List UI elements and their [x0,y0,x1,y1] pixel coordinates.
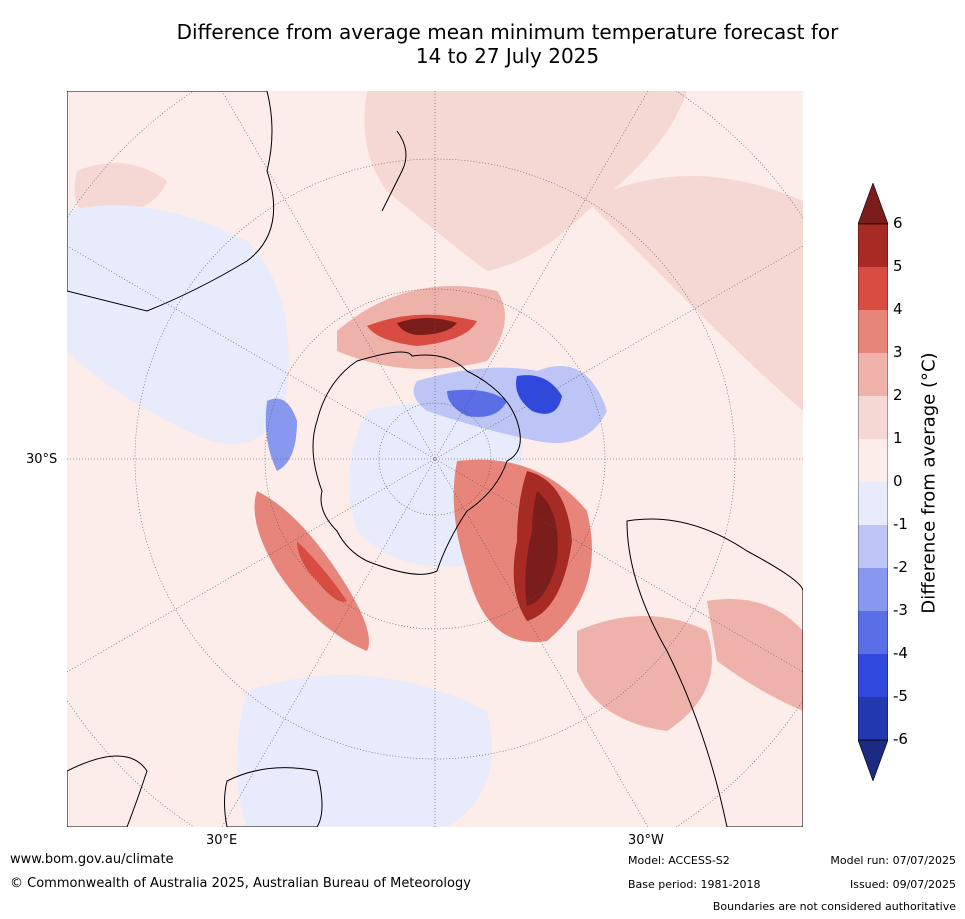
colorbar-tick-label: -4 [893,644,908,662]
australia-coastline [67,91,275,312]
anomaly-warm-southwest-core [297,541,347,602]
south-america-coastline [626,518,803,827]
colorbar-tick-label: -1 [893,515,908,533]
colorbar-segment [858,224,888,267]
colorbar-segment [858,568,888,611]
colorbar-segment [858,310,888,353]
colorbar-segment [858,353,888,396]
anomaly-cold-west [265,398,297,471]
africa-coastline [67,755,148,827]
colorbar-segment [858,396,888,439]
madagascar-coastline [224,767,323,827]
colorbar-segment [858,654,888,697]
antarctica-coastline [312,351,521,575]
footer-model: Model: ACCESS-S2 [628,854,730,867]
colorbar-tick-label: 1 [893,429,903,447]
colorbar-tick-label: 2 [893,386,903,404]
colorbar-extend-min [858,739,888,781]
anomaly-cold-east-core2 [516,375,562,414]
colorbar-tick-label: -3 [893,601,908,619]
map-title: Difference from average mean minimum tem… [0,20,965,68]
footer-base-period: Base period: 1981-2018 [628,878,761,891]
colorbar-frame [858,223,888,741]
colorbar [858,183,888,781]
colorbar-segment [858,611,888,654]
colorbar-tick-label: -2 [893,558,908,576]
footer-model-run: Model run: 07/07/2025 [830,854,956,867]
colorbar-tick-label: 4 [893,300,903,318]
anomaly-cool-west [67,205,289,445]
colorbar-segment [858,267,888,310]
colorbar-label: Difference from average (°C) [918,352,940,614]
lat-label-30s: 30°S [26,452,58,467]
colorbar-segment [858,525,888,568]
anomaly-warm-north [364,91,687,271]
colorbar-segment [858,482,888,525]
colorbar-segment [858,439,888,482]
graticule [67,91,803,827]
anomaly-warm-atlantic-peak [525,491,558,606]
lon-label-30e: 30°E [206,833,238,848]
title-line-2: 14 to 27 July 2025 [415,44,600,68]
colorbar-tick-label: 3 [893,343,903,361]
anomaly-warm-northeast [587,176,803,411]
footer-disclaimer: Boundaries are not considered authoritat… [712,900,956,913]
footer-issued: Issued: 09/07/2025 [849,878,956,891]
new-zealand-coastline [381,130,407,212]
map-panel[interactable] [67,91,803,827]
anomaly-map [67,91,803,827]
lon-label-30w: 30°W [628,833,664,848]
footer-copyright: © Commonwealth of Australia 2025, Austra… [10,876,471,891]
colorbar-tick-label: 5 [893,257,903,275]
colorbar-tick-label: 6 [893,214,903,232]
anomaly-warm-farsoutheast [707,599,803,711]
colorbar-segment [858,697,888,740]
anomaly-cold-east [413,366,607,443]
colorbar-tick-label: 0 [893,472,903,490]
colorbar-tick-label: -6 [893,730,908,748]
colorbar-tick-label: -5 [893,687,908,705]
title-line-1: Difference from average mean minimum tem… [176,20,839,44]
anomaly-warm-southeast [577,616,712,731]
anomaly-warm-ross-peak [397,318,457,335]
colorbar-extend-max [858,183,888,225]
footer-url[interactable]: www.bom.gov.au/climate [10,852,174,867]
anomaly-cool-south [237,675,492,827]
